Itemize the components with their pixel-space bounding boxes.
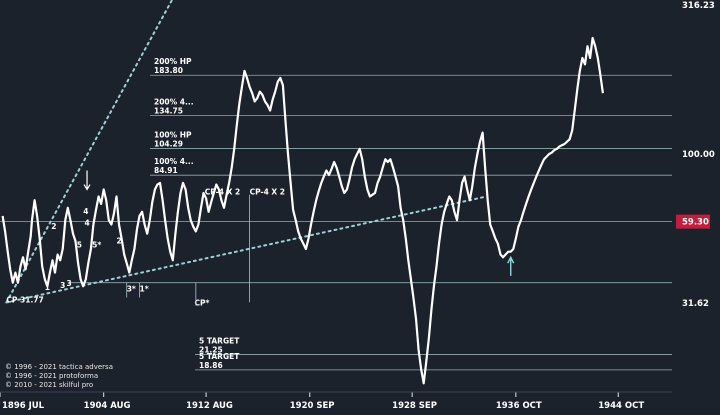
annotation-label: CP 31.77	[6, 295, 43, 304]
trend-line	[5, 0, 174, 304]
annotations-layer: CP 31.77 CP* CP-4 X 2 CP-4 X 2 1 2 3 3 4 4 5 5* 2 3* 1…	[6, 170, 515, 308]
series-layer	[1, 36, 604, 385]
x-tick-label: 1920 SEP	[290, 401, 335, 411]
level-name: 100% HP	[154, 131, 192, 140]
annotation-label: 4	[83, 207, 88, 216]
copyright-line: © 2010 - 2021 skilful pro	[5, 381, 93, 389]
annotation-label: 3*	[127, 285, 136, 294]
level-value: 21.25	[199, 345, 223, 354]
annotation-label: 3	[60, 281, 65, 290]
y-tick-label: 100.00	[682, 150, 715, 160]
x-tick-label: 1944 OCT	[598, 401, 644, 411]
x-tick-label: 1896 JUL	[2, 401, 45, 411]
level-value: 104.29	[154, 140, 183, 149]
annotation-label: 5	[77, 241, 82, 250]
annotation-label: CP-4 X 2	[205, 188, 240, 197]
level-name: 5 TARGET	[199, 352, 240, 361]
y-tick-label: 316.23	[682, 1, 715, 11]
level-value: 84.91	[154, 166, 178, 175]
level-value: 183.80	[154, 66, 183, 75]
down-arrow-icon	[83, 170, 91, 191]
level-name: 5 TARGET	[199, 336, 240, 345]
annotation-label: 2	[116, 237, 121, 246]
annotation-label: CP-4 X 2	[250, 188, 285, 197]
annotation-label: 2	[51, 222, 56, 231]
annotation-label: 3	[67, 279, 72, 288]
up-arrow-icon	[507, 255, 515, 276]
level-name: 200% HP	[154, 57, 192, 66]
current-value-label: 59.30	[682, 218, 709, 228]
level-value: 18.86	[199, 361, 223, 370]
copyright-line: © 1996 - 2021 protoforma	[5, 372, 98, 380]
level-value: 134.75	[154, 106, 183, 115]
level-name: 100% 4...	[154, 157, 194, 166]
annotation-label: 1	[45, 283, 50, 292]
trend-layer	[5, 0, 488, 304]
copyright-line: © 1996 - 2021 tactica adversa	[5, 363, 113, 371]
x-tick-label: 1904 AUG	[84, 401, 131, 411]
level-name: 200% 4...	[154, 97, 194, 106]
annotation-label: 5*	[92, 241, 101, 250]
x-tick-label: 1928 SEP	[392, 401, 437, 411]
annotation-label: 1*	[140, 285, 149, 294]
trend-line	[5, 195, 488, 304]
current-value-badge	[676, 214, 710, 229]
copyright: © 1996 - 2021 tactica adversa © 1996 - 2…	[5, 363, 113, 389]
x-tick-label: 1936 OCT	[496, 401, 542, 411]
y-tick-label: 31.62	[682, 299, 709, 309]
annotation-label: 4	[84, 219, 89, 228]
annotation-label: CP*	[195, 299, 210, 308]
price-series-line	[1, 36, 604, 385]
x-tick-label: 1912 AUG	[186, 401, 233, 411]
